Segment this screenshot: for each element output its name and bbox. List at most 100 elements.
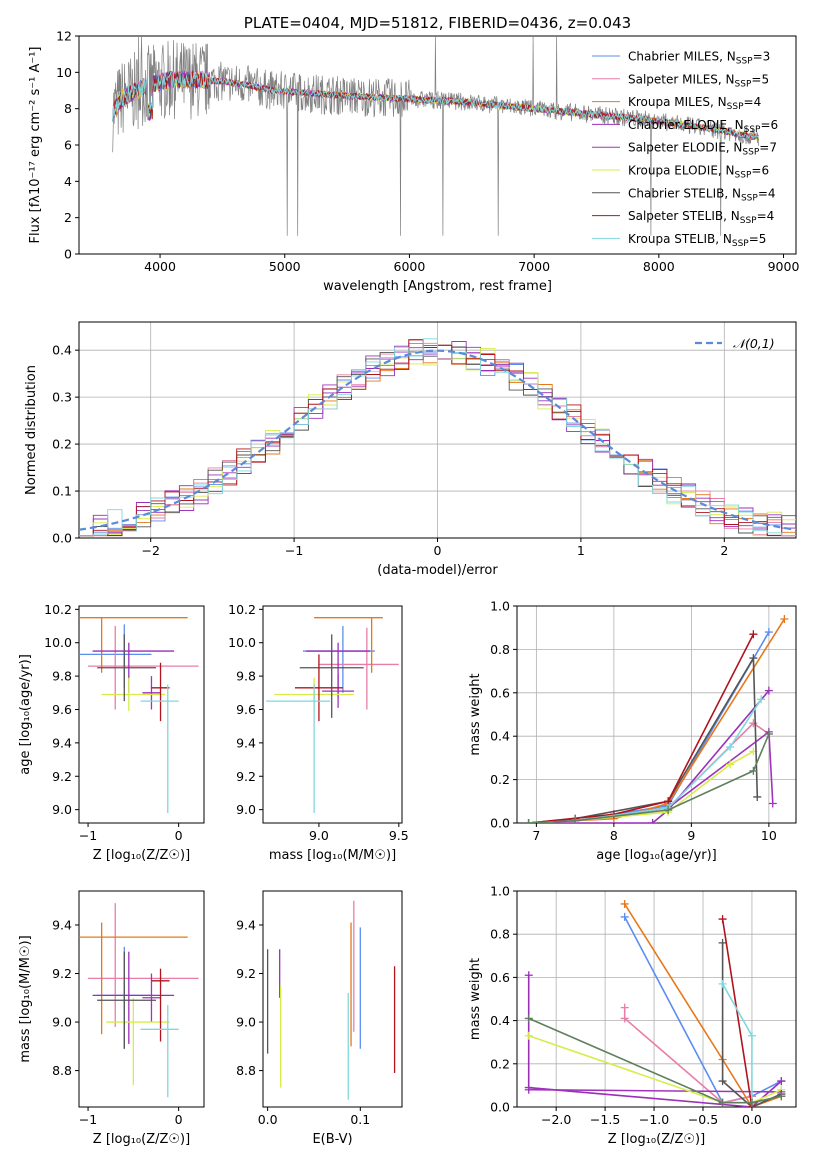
weight-line-chabrier_elodie bbox=[528, 690, 770, 823]
x-tick-label: 8000 bbox=[643, 259, 675, 274]
x-tick-label: −2 bbox=[141, 543, 159, 558]
weight-marker-gray_green bbox=[777, 1092, 786, 1101]
weight-marker-gray_green bbox=[718, 1098, 727, 1107]
x-tick-label: 1 bbox=[577, 543, 585, 558]
x-tick-label: 5000 bbox=[269, 259, 301, 274]
observed-spectrum bbox=[112, 36, 759, 236]
y-tick-label: 2 bbox=[64, 210, 72, 225]
weight-marker-salpeter_stelib bbox=[749, 630, 758, 639]
legend-label: Kroupa MILES, N bbox=[628, 95, 727, 109]
x-axis-label: Z [log₁₀(Z/Z☉)] bbox=[608, 1132, 705, 1147]
weight-line-salpeter_miles bbox=[623, 1007, 753, 1104]
weight-marker-chabrier_stelib bbox=[718, 1077, 727, 1086]
spectrum-lines bbox=[112, 36, 759, 236]
weight-marker-chabrier_stelib bbox=[718, 938, 727, 947]
y-tick-label: 0.8 bbox=[490, 642, 510, 657]
legend-entry: Kroupa STELIB, NSSP=5 bbox=[628, 232, 766, 249]
weight_vs_Z-frame bbox=[516, 890, 797, 1108]
y-tick-label: 9.2 bbox=[236, 769, 256, 784]
y-tick-label: 9.2 bbox=[236, 966, 256, 981]
y-tick-label: 0 bbox=[64, 247, 72, 262]
mass_vs_Z-errorbars bbox=[79, 903, 199, 1098]
y-tick-label: 0.1 bbox=[52, 484, 72, 499]
y-tick-label: 0.2 bbox=[52, 437, 72, 452]
y-tick-label: 9.4 bbox=[236, 917, 256, 932]
y-tick-label: 9.6 bbox=[236, 702, 256, 717]
legend-subscript: SSP bbox=[736, 57, 753, 67]
y-tick-label: 9.4 bbox=[52, 735, 72, 750]
x-tick-label: −1 bbox=[285, 543, 303, 558]
y-tick-label: 9.8 bbox=[236, 669, 256, 684]
weight-marker-gray_green bbox=[571, 816, 580, 823]
legend-entry: Kroupa MILES, NSSP=4 bbox=[628, 95, 761, 112]
x-tick-label: 7 bbox=[532, 828, 540, 843]
weight-marker-chabrier_stelib bbox=[749, 654, 758, 663]
x-tick-label: 8 bbox=[610, 828, 618, 843]
weight-marker-kroupa_miles bbox=[620, 899, 629, 908]
weight-marker-kroupa_stelib bbox=[718, 979, 727, 988]
x-axis-label: mass [log₁₀(M/M☉)] bbox=[269, 848, 396, 863]
x-axis-label: (data-model)/error bbox=[377, 563, 498, 578]
weight-marker-chabrier_elodie bbox=[777, 1077, 786, 1086]
weight-marker-kroupa_stelib bbox=[726, 743, 735, 752]
y-tick-label: 10.2 bbox=[44, 602, 72, 617]
weight-marker-salpeter_miles bbox=[749, 719, 758, 728]
y-tick-label: 0.2 bbox=[490, 772, 510, 787]
x-tick-label: 0.0 bbox=[258, 1112, 278, 1127]
y-tick-label: 9.8 bbox=[52, 669, 72, 684]
y-tick-label: 10.0 bbox=[228, 635, 256, 650]
legend-entry: Chabrier MILES, NSSP=3 bbox=[628, 50, 770, 67]
mass_vs_Z-axes: −1 0 8.8 9.0 9.2 9.4 Z [log₁₀(Z/Z☉)] mass [log₁… bbox=[18, 890, 205, 1147]
y-axis-label: mass weight bbox=[468, 673, 483, 755]
y-tick-label: 10 bbox=[56, 65, 72, 80]
x-tick-label: −2.0 bbox=[541, 1112, 571, 1127]
age_vs_mass-errorbars bbox=[266, 617, 399, 813]
weight-line-chabrier_elodie bbox=[527, 975, 782, 1107]
y-tick-label: 8 bbox=[64, 101, 72, 116]
y-tick-label: 0.2 bbox=[490, 1056, 510, 1071]
mass_vs_ebv-errorbars bbox=[266, 900, 396, 1100]
x-tick-label: 7000 bbox=[518, 259, 550, 274]
age_vs_Z-frame bbox=[78, 605, 205, 824]
legend-entry: Chabrier ELODIE, NSSP=6 bbox=[628, 118, 778, 135]
x-tick-label: 9.5 bbox=[389, 828, 409, 843]
y-tick-label: 0.0 bbox=[490, 816, 510, 831]
legend-label: Chabrier ELODIE, N bbox=[628, 118, 744, 132]
y-tick-label: 9.0 bbox=[52, 802, 72, 817]
weight-marker-gray_green bbox=[764, 730, 773, 739]
age_vs_Z-axes: −1 0 9.0 9.2 9.4 9.6 9.8 10.0 10.2 Z [log₁₀(Z/Z☉)… bbox=[18, 602, 205, 863]
y-axis-label: Normed distribution bbox=[24, 365, 39, 495]
y-axis-label: age [log₁₀(age/yr)] bbox=[18, 654, 33, 775]
x-tick-label: 0 bbox=[175, 1112, 183, 1127]
weight-line-salpeter_elodie bbox=[528, 1088, 782, 1093]
y-tick-label: 1.0 bbox=[490, 884, 510, 899]
legend-tail: =6 bbox=[760, 118, 778, 132]
y-tick-label: 0.4 bbox=[52, 343, 72, 358]
y-tick-label: 4 bbox=[64, 174, 72, 189]
weight-line-chabrier_miles bbox=[528, 631, 770, 823]
legend-entry: Salpeter ELODIE, NSSP=7 bbox=[628, 141, 777, 158]
x-tick-label: 2 bbox=[720, 543, 728, 558]
weight-marker-gray_green bbox=[524, 1014, 533, 1023]
x-axis-label: age [log₁₀(age/yr)] bbox=[596, 848, 717, 863]
mass_vs_ebv-axes: 0.0 0.1 8.8 9.0 9.2 9.4 E(B-V) bbox=[236, 890, 403, 1147]
x-tick-label: 9.0 bbox=[309, 828, 329, 843]
age_vs_mass-axes: 9.0 9.5 9.0 9.2 9.4 9.6 9.8 10.0 10.2 mass [log₁₀… bbox=[228, 602, 409, 863]
y-tick-label: 0.3 bbox=[52, 390, 72, 405]
x-tick-label: −1 bbox=[79, 828, 97, 843]
weight-marker-kroupa_elodie bbox=[524, 1031, 533, 1040]
mass_vs_ebv-frame bbox=[262, 890, 403, 1108]
y-tick-label: 0.0 bbox=[490, 1100, 510, 1115]
weight-marker-kroupa_stelib bbox=[757, 695, 766, 704]
legend-label: Chabrier MILES, N bbox=[628, 50, 736, 64]
x-tick-label: 0 bbox=[434, 543, 442, 558]
weight-marker-gray_green bbox=[747, 1098, 756, 1107]
y-tick-label: 1.0 bbox=[490, 599, 510, 614]
x-tick-label: 9 bbox=[687, 828, 695, 843]
weight-marker-kroupa_elodie bbox=[726, 760, 735, 769]
y-tick-label: 0.8 bbox=[490, 927, 510, 942]
legend-subscript: SSP bbox=[727, 102, 744, 112]
y-tick-label: 8.8 bbox=[236, 1063, 256, 1078]
